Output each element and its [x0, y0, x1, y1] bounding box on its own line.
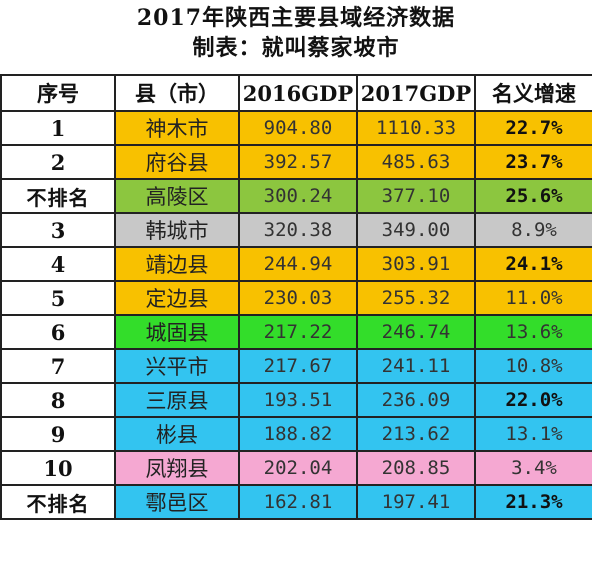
- table-row: 7 兴平市 217.67 241.11 10.8%: [0, 348, 592, 384]
- table-row: 9 彬县 188.82 213.62 13.1%: [0, 416, 592, 452]
- row-growth-rate: 22.0%: [474, 382, 592, 418]
- row-county: 府谷县: [114, 144, 240, 180]
- gdp-table: 序号 县（市） 2016GDP 2017GDP 名义增速 1 神木市 904.80 1…: [0, 74, 592, 520]
- row-growth-rate: 13.6%: [474, 314, 592, 350]
- row-seq: 不排名: [0, 484, 116, 520]
- row-county: 鄠邑区: [114, 484, 240, 520]
- row-gdp-2016: 392.57: [238, 144, 358, 180]
- header-gdp-2016: 2016GDP: [238, 74, 358, 112]
- table-row: 3 韩城市 320.38 349.00 8.9%: [0, 212, 592, 248]
- table-row: 5 定边县 230.03 255.32 11.0%: [0, 280, 592, 316]
- row-gdp-2016: 320.38: [238, 212, 358, 248]
- row-county: 三原县: [114, 382, 240, 418]
- row-gdp-2017: 213.62: [356, 416, 476, 452]
- page-title: 2017年陕西主要县域经济数据: [136, 5, 456, 31]
- row-seq: 10: [0, 450, 116, 486]
- row-growth-rate: 13.1%: [474, 416, 592, 452]
- row-county: 靖边县: [114, 246, 240, 282]
- row-gdp-2017: 485.63: [356, 144, 476, 180]
- row-growth-rate: 11.0%: [474, 280, 592, 316]
- row-seq: 9: [0, 416, 116, 452]
- row-gdp-2016: 188.82: [238, 416, 358, 452]
- row-county: 神木市: [114, 110, 240, 146]
- row-growth-rate: 10.8%: [474, 348, 592, 384]
- row-county: 彬县: [114, 416, 240, 452]
- row-county: 凤翔县: [114, 450, 240, 486]
- header-seq: 序号: [0, 74, 116, 112]
- table-row: 10 凤翔县 202.04 208.85 3.4%: [0, 450, 592, 486]
- table-row: 2 府谷县 392.57 485.63 23.7%: [0, 144, 592, 180]
- table-row: 4 靖边县 244.94 303.91 24.1%: [0, 246, 592, 282]
- row-growth-rate: 21.3%: [474, 484, 592, 520]
- row-gdp-2016: 202.04: [238, 450, 358, 486]
- row-growth-rate: 25.6%: [474, 178, 592, 214]
- row-gdp-2016: 230.03: [238, 280, 358, 316]
- row-seq: 不排名: [0, 178, 116, 214]
- row-county: 城固县: [114, 314, 240, 350]
- row-seq: 4: [0, 246, 116, 282]
- row-growth-rate: 24.1%: [474, 246, 592, 282]
- table-row: 1 神木市 904.80 1110.33 22.7%: [0, 110, 592, 146]
- row-county: 兴平市: [114, 348, 240, 384]
- row-gdp-2017: 208.85: [356, 450, 476, 486]
- row-gdp-2016: 193.51: [238, 382, 358, 418]
- row-gdp-2017: 377.10: [356, 178, 476, 214]
- table-row: 8 三原县 193.51 236.09 22.0%: [0, 382, 592, 418]
- row-seq: 7: [0, 348, 116, 384]
- row-gdp-2017: 241.11: [356, 348, 476, 384]
- header-gdp-2017: 2017GDP: [356, 74, 476, 112]
- row-county: 韩城市: [114, 212, 240, 248]
- row-growth-rate: 23.7%: [474, 144, 592, 180]
- row-growth-rate: 8.9%: [474, 212, 592, 248]
- table-row: 不排名 鄠邑区 162.81 197.41 21.3%: [0, 484, 592, 520]
- row-gdp-2017: 246.74: [356, 314, 476, 350]
- row-gdp-2017: 197.41: [356, 484, 476, 520]
- row-seq: 6: [0, 314, 116, 350]
- row-gdp-2016: 904.80: [238, 110, 358, 146]
- row-seq: 2: [0, 144, 116, 180]
- row-seq: 5: [0, 280, 116, 316]
- row-gdp-2016: 244.94: [238, 246, 358, 282]
- row-gdp-2017: 1110.33: [356, 110, 476, 146]
- row-seq: 1: [0, 110, 116, 146]
- header-growth-rate: 名义增速: [474, 74, 592, 112]
- row-gdp-2016: 162.81: [238, 484, 358, 520]
- row-gdp-2016: 300.24: [238, 178, 358, 214]
- table-row: 不排名 高陵区 300.24 377.10 25.6%: [0, 178, 592, 214]
- header-county: 县（市）: [114, 74, 240, 112]
- row-seq: 3: [0, 212, 116, 248]
- row-gdp-2017: 255.32: [356, 280, 476, 316]
- row-county: 定边县: [114, 280, 240, 316]
- row-gdp-2017: 349.00: [356, 212, 476, 248]
- table-row: 6 城固县 217.22 246.74 13.6%: [0, 314, 592, 350]
- row-county: 高陵区: [114, 178, 240, 214]
- row-seq: 8: [0, 382, 116, 418]
- row-gdp-2016: 217.22: [238, 314, 358, 350]
- row-gdp-2017: 236.09: [356, 382, 476, 418]
- header-row: 序号 县（市） 2016GDP 2017GDP 名义增速: [0, 74, 592, 112]
- row-growth-rate: 22.7%: [474, 110, 592, 146]
- table-body: 1 神木市 904.80 1110.33 22.7% 2 府谷县 392.57 485.63 23…: [0, 110, 592, 520]
- row-growth-rate: 3.4%: [474, 450, 592, 486]
- page-subtitle: 制表：就叫蔡家坡市: [192, 35, 400, 61]
- row-gdp-2016: 217.67: [238, 348, 358, 384]
- row-gdp-2017: 303.91: [356, 246, 476, 282]
